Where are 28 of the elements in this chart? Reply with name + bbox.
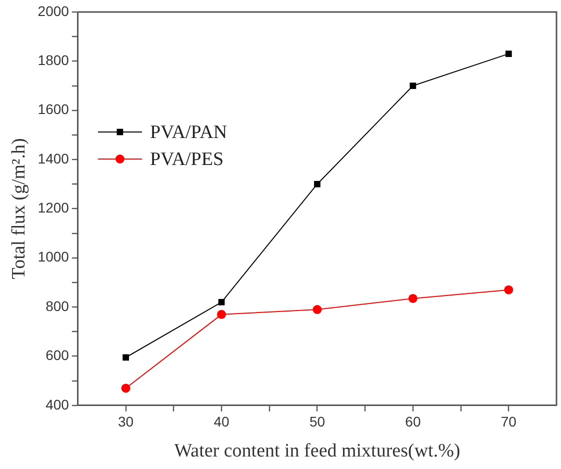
legend-label: PVA/PES [150, 148, 224, 170]
y-axis-title: Total flux (g/m².h) [8, 138, 30, 280]
y-tick-label: 2000 [38, 2, 70, 19]
point [505, 50, 512, 57]
y-tick-label: 600 [46, 347, 70, 364]
x-tick-label: 60 [405, 414, 421, 430]
x-tick-label: 40 [214, 414, 230, 430]
legend-label: PVA/PAN [150, 122, 228, 143]
y-tick-label: 1800 [38, 52, 70, 68]
y-tick-label: 800 [46, 298, 70, 314]
point [504, 285, 514, 294]
point [122, 354, 129, 361]
x-tick-label: 70 [500, 414, 517, 430]
y-tick-label: 1200 [38, 200, 70, 216]
point [314, 180, 320, 188]
point [410, 82, 416, 89]
y-tick-label: 1000 [38, 248, 70, 265]
point [121, 384, 130, 393]
x-axis-title: Water content in feed mixtures(wt.%) [174, 440, 460, 462]
point [217, 310, 226, 319]
x-tick-label: 50 [309, 414, 326, 430]
y-tick-label: 1400 [38, 150, 70, 166]
x-tick-label: 30 [118, 414, 134, 430]
point [218, 298, 225, 306]
point [312, 305, 322, 314]
y-tick-label: 1600 [38, 101, 70, 118]
point [408, 294, 418, 303]
y-tick-label: 400 [46, 396, 70, 412]
